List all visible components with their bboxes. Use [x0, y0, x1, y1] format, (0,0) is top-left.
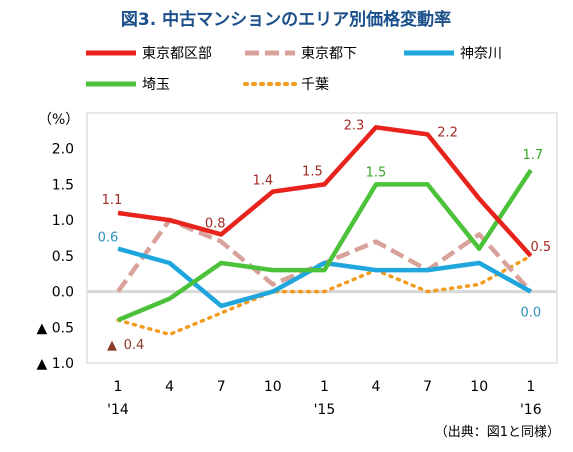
y-tick-label: 0.5 [52, 249, 74, 265]
data-label: 2.2 [437, 125, 458, 140]
data-label-marker: ▲ [107, 338, 117, 353]
data-label: 0.4 [124, 338, 145, 353]
series-line [116, 217, 533, 294]
legend-label: 神奈川 [460, 46, 502, 62]
x-tick-label: 10 [264, 379, 282, 395]
x-tick-label: 4 [372, 379, 381, 395]
series-line [116, 254, 533, 337]
x-tick-label: 1 [114, 379, 123, 395]
x-tick-label: 7 [217, 379, 226, 395]
source-note: （出典：図1と同様） [435, 425, 560, 440]
chart-title: 図3. 中古マンションのエリア別価格変動率 [121, 9, 451, 30]
legend-label: 東京都下 [301, 46, 357, 62]
x-tick-label: 1 [526, 379, 535, 395]
x-year-label: '15 [314, 402, 336, 418]
y-tick-label: ▲ 1.0 [37, 356, 74, 372]
y-tick-label: ▲ 0.5 [37, 320, 74, 336]
data-label: 0.5 [530, 240, 551, 255]
x-tick-label: 1 [320, 379, 329, 395]
x-tick-labels: 1 4 7 10 1 4 7 10 1 '14 '15 '16 [107, 379, 542, 418]
x-tick-label: 4 [165, 379, 174, 395]
y-axis-label: （%） [38, 112, 79, 128]
data-label: 0.6 [98, 231, 119, 246]
series-line [117, 168, 533, 323]
x-year-label: '16 [520, 402, 542, 418]
data-label: 1.4 [252, 174, 273, 189]
data-label: 1.5 [366, 165, 387, 180]
y-tick-label: 2.0 [52, 142, 74, 158]
series-lines [116, 125, 533, 337]
plot-area [86, 112, 558, 364]
x-year-label: '14 [107, 402, 129, 418]
data-label: 0.8 [205, 216, 226, 231]
x-tick-label: 10 [470, 379, 488, 395]
x-tick-label: 7 [423, 379, 432, 395]
y-tick-label: 0.0 [52, 285, 74, 301]
data-label: 1.1 [102, 193, 123, 208]
y-tick-label: 1.5 [52, 177, 74, 193]
data-label: 0.0 [520, 306, 541, 321]
data-label: 2.3 [344, 118, 365, 133]
y-tick-labels: 2.0 1.5 1.0 0.5 0.0 ▲ 0.5 ▲ 1.0 [37, 142, 557, 372]
y-tick-label: 1.0 [52, 213, 74, 229]
data-labels: 1.1 0.8 1.4 1.5 2.3 2.2 0.5 0.6 0.0 1.5 1.7 0.4 ▲ [98, 118, 551, 353]
legend-label: 東京都区部 [142, 46, 212, 62]
data-label: 1.7 [522, 148, 543, 163]
series-line [117, 246, 532, 309]
data-label: 1.5 [302, 164, 323, 179]
legend-label: 千葉 [301, 77, 329, 93]
legend-label: 埼玉 [142, 77, 170, 93]
series-line [117, 125, 533, 258]
